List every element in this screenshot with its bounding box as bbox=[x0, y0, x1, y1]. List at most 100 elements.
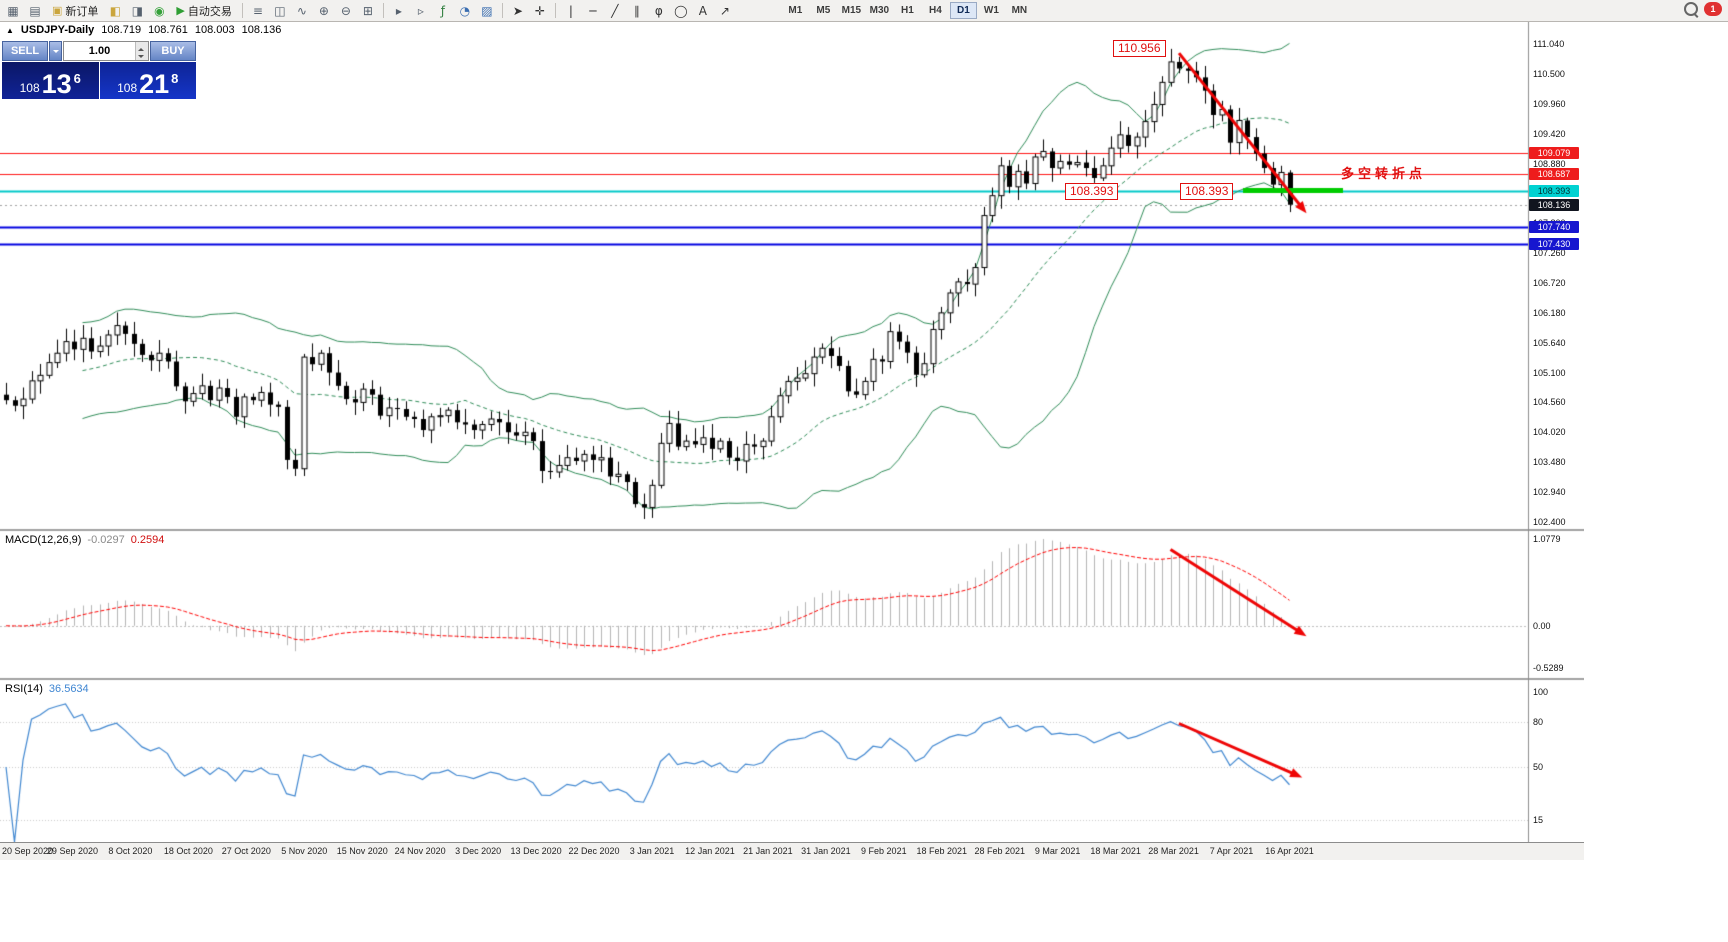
autotrading-icon: ▶ bbox=[176, 4, 185, 17]
time-axis-label: 21 Jan 2021 bbox=[743, 846, 793, 856]
time-axis-label: 18 Oct 2020 bbox=[163, 846, 213, 856]
support-price-label[interactable]: 108.393 bbox=[1065, 182, 1119, 200]
rsi-axis-label: 15 bbox=[1533, 814, 1544, 825]
strategy-tester-icon[interactable]: ◉ bbox=[148, 2, 170, 20]
rsi-axis-label: 100 bbox=[1533, 687, 1549, 697]
timeframe-h4-button[interactable]: H4 bbox=[922, 2, 949, 19]
price-level-badge: 108.687 bbox=[1529, 168, 1579, 181]
timeframe-m30-button[interactable]: M30 bbox=[866, 2, 893, 19]
vertical-line-icon[interactable]: | bbox=[560, 2, 582, 20]
zoom-out-icon[interactable]: ⊖ bbox=[335, 2, 357, 20]
turning-point-note[interactable]: 多空转折点 bbox=[1341, 165, 1427, 181]
auto-scroll-icon[interactable]: ▸ bbox=[388, 2, 410, 20]
buy-price-button[interactable]: 108 21 8 bbox=[99, 62, 196, 99]
indicators-icon[interactable]: ƒ bbox=[432, 2, 454, 20]
timeframe-mn-button[interactable]: MN bbox=[1006, 2, 1033, 19]
arrow-object-icon[interactable]: ↗ bbox=[714, 2, 736, 20]
tile-windows-icon[interactable]: ⊞ bbox=[357, 2, 379, 20]
price-level-badge: 109.079 bbox=[1529, 146, 1579, 159]
timeframe-m5-button[interactable]: M5 bbox=[810, 2, 837, 19]
fibonacci-icon[interactable]: φ bbox=[648, 2, 670, 20]
time-axis-label: 9 Mar 2021 bbox=[1034, 846, 1081, 856]
time-period-icon[interactable]: ◔ bbox=[454, 2, 476, 20]
buy-button[interactable]: BUY bbox=[150, 41, 196, 61]
chart-ohlc-header: ▲ USDJPY-Daily 108.719 108.761 108.003 1… bbox=[6, 24, 281, 36]
rsi-indicator-header: RSI(14) 36.5634 bbox=[5, 683, 89, 695]
volume-stepper bbox=[135, 42, 148, 60]
zoom-in-icon[interactable]: ⊕ bbox=[313, 2, 335, 20]
templates-icon[interactable]: ▨ bbox=[476, 2, 498, 20]
notification-badge[interactable]: 1 bbox=[1704, 2, 1722, 16]
time-axis-label: 18 Feb 2021 bbox=[916, 846, 968, 856]
volume-field bbox=[63, 41, 149, 61]
horizontal-line-icon[interactable]: ─ bbox=[582, 2, 604, 20]
price-axis-label: 102.400 bbox=[1533, 516, 1566, 527]
autotrading-button[interactable]: ▶ 自动交易 bbox=[170, 2, 237, 20]
price-level-badge: 107.740 bbox=[1529, 220, 1579, 233]
trendline-icon[interactable]: ╱ bbox=[604, 2, 626, 20]
timeframe-m1-button[interactable]: M1 bbox=[782, 2, 809, 19]
ohlc-high: 108.761 bbox=[148, 24, 188, 36]
time-axis-label: 3 Jan 2021 bbox=[629, 846, 675, 856]
new-order-icon: ▣ bbox=[52, 4, 63, 17]
price-axis-label: 110.500 bbox=[1533, 69, 1565, 80]
order-type-dropdown[interactable] bbox=[49, 41, 62, 61]
ohlc-close: 108.136 bbox=[241, 24, 282, 36]
timeframe-button-group: M1 M5 M15 M30 H1 H4 D1 W1 MN bbox=[782, 2, 1033, 19]
line-chart-icon[interactable]: ∿ bbox=[291, 2, 313, 20]
volume-up-button[interactable] bbox=[136, 42, 148, 51]
price-axis-label: 105.100 bbox=[1533, 367, 1566, 378]
autotrading-button-label: 自动交易 bbox=[187, 5, 232, 18]
price-axis[interactable]: 111.040 110.500 109.960 109.420 108.880 108.3… bbox=[1528, 21, 1584, 859]
price-axis-label: 106.720 bbox=[1533, 278, 1566, 288]
rsi-value: 36.5634 bbox=[48, 683, 89, 695]
new-chart-icon[interactable]: ▦ bbox=[2, 2, 24, 20]
time-axis-label: 28 Feb 2021 bbox=[974, 846, 1025, 856]
price-axis-label: 103.480 bbox=[1533, 457, 1566, 468]
sell-price-button[interactable]: 108 13 6 bbox=[2, 62, 99, 99]
support-price-label[interactable]: 108.393 bbox=[1180, 182, 1234, 200]
price-chart-canvas[interactable] bbox=[0, 21, 1584, 842]
price-axis-label: 107.260 bbox=[1533, 248, 1566, 259]
volume-down-button[interactable] bbox=[136, 51, 148, 60]
time-axis-label: 16 Apr 2021 bbox=[1265, 846, 1314, 856]
timeframe-m15-button[interactable]: M15 bbox=[838, 2, 865, 19]
cursor-icon[interactable]: ➤ bbox=[507, 2, 529, 20]
profiles-icon[interactable]: ▤ bbox=[24, 2, 46, 20]
timeframe-w1-button[interactable]: W1 bbox=[978, 2, 1005, 19]
price-axis-label: 111.040 bbox=[1533, 39, 1565, 50]
symbol-icon: ▲ bbox=[6, 25, 14, 35]
time-axis-label: 13 Dec 2020 bbox=[510, 846, 562, 856]
new-order-button[interactable]: ▣ 新订单 bbox=[46, 2, 104, 20]
channel-icon[interactable]: ∥ bbox=[626, 2, 648, 20]
toolbar-separator bbox=[382, 3, 384, 18]
rsi-label: RSI(14) bbox=[5, 683, 43, 695]
price-axis-label: 109.960 bbox=[1533, 98, 1566, 109]
volume-input[interactable] bbox=[64, 42, 135, 60]
sell-button[interactable]: SELL bbox=[2, 41, 48, 61]
data-window-icon[interactable]: ◨ bbox=[126, 2, 148, 20]
macd-main-value: -0.0297 bbox=[87, 534, 125, 546]
time-axis-label: 5 Nov 2020 bbox=[281, 846, 328, 856]
crosshair-icon[interactable]: ✛ bbox=[529, 2, 551, 20]
toolbar: ▦ ▤ ▣ 新订单 ◧ ◨ ◉ ▶ 自动交易 ≡ ◫ ∿ ⊕ ⊖ ⊞ ▸ ▹ ƒ ◔ ▨ ➤ ✛ | ─ ╱ ∥ φ ◯ A ↗ M1 M5… bbox=[0, 0, 1728, 22]
time-axis-label: 24 Nov 2020 bbox=[394, 846, 446, 856]
time-axis-label: 22 Dec 2020 bbox=[568, 846, 620, 856]
price-axis-label: 109.420 bbox=[1533, 128, 1566, 139]
timeframe-d1-button[interactable]: D1 bbox=[949, 2, 977, 19]
bar-chart-icon[interactable]: ≡ bbox=[247, 2, 269, 20]
candlestick-chart-icon[interactable]: ◫ bbox=[269, 2, 291, 20]
market-watch-icon[interactable]: ◧ bbox=[104, 2, 126, 20]
time-axis-label: 7 Apr 2021 bbox=[1209, 846, 1254, 856]
time-axis[interactable]: 20 Sep 2020 29 Sep 2020 8 Oct 2020 18 Oct 2… bbox=[0, 842, 1584, 860]
text-label-icon[interactable]: A bbox=[692, 2, 714, 20]
shapes-icon[interactable]: ◯ bbox=[670, 2, 692, 20]
symbol-label: USDJPY-Daily bbox=[20, 24, 95, 36]
price-axis-label: 102.940 bbox=[1533, 486, 1566, 497]
time-axis-label: 20 Sep 2020 bbox=[2, 846, 54, 856]
timeframe-h1-button[interactable]: H1 bbox=[894, 2, 921, 19]
search-icon[interactable] bbox=[1684, 2, 1698, 16]
peak-price-label[interactable]: 110.956 bbox=[1113, 39, 1166, 57]
chart-shift-icon[interactable]: ▹ bbox=[410, 2, 432, 20]
